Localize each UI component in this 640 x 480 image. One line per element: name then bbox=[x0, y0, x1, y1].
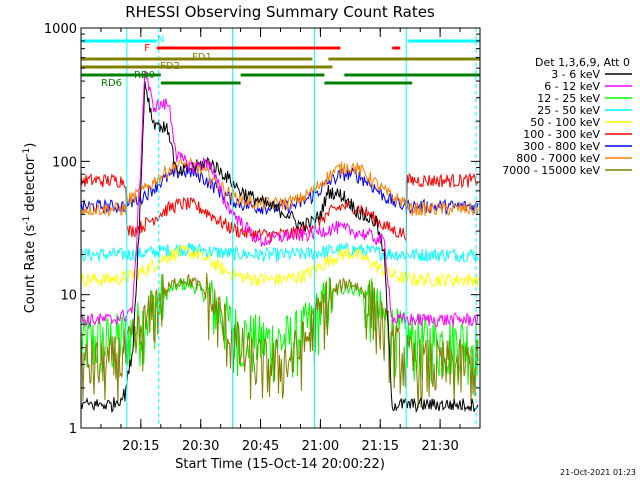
flag-label-2: FD1 bbox=[192, 52, 212, 63]
axes-layer: 1 10 100 1000 20:15 20:30 20:45 21:00 21:15 21:30 bbox=[44, 22, 481, 454]
legend-header: Det 1,3,6,9, Att 0 bbox=[535, 56, 630, 69]
series-line-2 bbox=[80, 274, 479, 386]
x-tick-label-5: 21:30 bbox=[421, 439, 458, 454]
legend-label-0: 3 - 6 keV bbox=[551, 68, 600, 81]
legend-label-1: 6 - 12 keV bbox=[544, 80, 600, 93]
plot-layer: NF FD1 FD2 RD0 RD6 bbox=[80, 28, 480, 428]
legend-label-8: 7000 - 15000 keV bbox=[502, 164, 600, 177]
x-tick-label-1: 20:30 bbox=[182, 439, 219, 454]
series-line-3 bbox=[80, 242, 479, 263]
x-tick-label-2: 20:45 bbox=[242, 439, 279, 454]
series-line-0 bbox=[80, 80, 479, 414]
series-line-1 bbox=[80, 70, 479, 327]
y-axis-label-sup1: -1 bbox=[22, 216, 32, 225]
x-axis-label: Start Time (15-Oct-14 20:00:22) bbox=[175, 457, 385, 472]
y-axis-label-end: ) bbox=[23, 143, 38, 148]
flag-label-5: RD6 bbox=[101, 78, 122, 89]
y-tick-label-2: 100 bbox=[52, 155, 77, 170]
legend-label-3: 25 - 50 keV bbox=[537, 104, 600, 117]
chart-title: RHESSI Observing Summary Count Rates bbox=[125, 3, 435, 21]
series-line-8 bbox=[80, 273, 479, 409]
x-tick-label-3: 21:00 bbox=[302, 439, 339, 454]
y-axis-label-sup2: -1 bbox=[22, 148, 32, 157]
legend-label-4: 50 - 100 keV bbox=[530, 116, 600, 129]
legend-label-6: 300 - 800 keV bbox=[523, 140, 600, 153]
y-axis-label: Count Rate (s-1 detector-1) bbox=[22, 143, 38, 314]
y-tick-label-0: 1 bbox=[69, 422, 77, 437]
x-tick-label-4: 21:15 bbox=[362, 439, 399, 454]
flag-label-3: FD2 bbox=[160, 61, 180, 72]
legend-label-2: 12 - 25 keV bbox=[537, 92, 600, 105]
x-tick-label-0: 20:15 bbox=[122, 439, 159, 454]
y-tick-label-3: 1000 bbox=[44, 22, 77, 37]
y-axis-label-main: Count Rate (s bbox=[23, 225, 38, 314]
legend-label-5: 100 - 300 keV bbox=[523, 128, 600, 141]
legend-label-7: 800 - 7000 keV bbox=[516, 152, 600, 165]
flag-label-4: RD0 bbox=[134, 70, 155, 81]
y-axis-label-mid: detector bbox=[23, 156, 38, 216]
series-line-4 bbox=[80, 244, 479, 288]
y-tick-label-1: 10 bbox=[60, 289, 77, 304]
flag-label-1: F bbox=[144, 43, 150, 54]
footer-timestamp: 21-Oct-2021 01:23 bbox=[560, 468, 636, 477]
flag-label-0: N bbox=[157, 34, 164, 45]
